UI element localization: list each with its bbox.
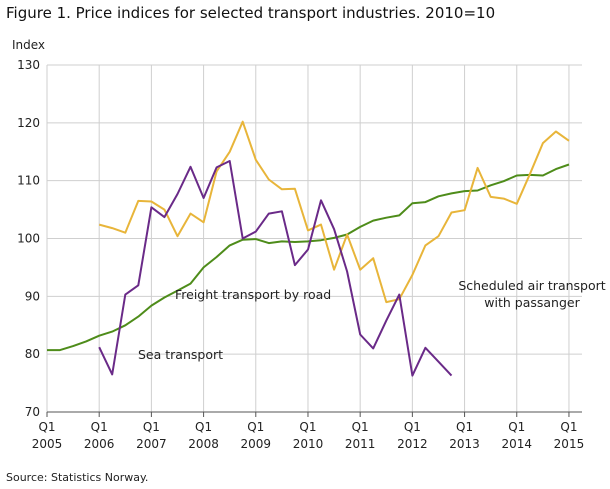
y-tick-label: 70	[25, 405, 40, 419]
x-tick-label-year: 2005	[32, 437, 63, 451]
gridlines	[46, 64, 582, 413]
x-tick-label-quarter: Q1	[143, 420, 160, 434]
x-tick-label-year: 2013	[449, 437, 480, 451]
series-annotation-label: Freight transport by road	[175, 287, 331, 302]
y-axis-ticks: 70 80 90 100 110 120 130	[17, 58, 40, 419]
series-line-2	[98, 160, 453, 377]
x-tick-label-year: 2008	[188, 437, 219, 451]
x-axis-ticks: Q1 2005 Q1 2006 Q1 2007 Q1 2008 Q1 2009 Q1 2010 Q1 20…	[32, 411, 585, 451]
y-tick-label: 120	[17, 116, 40, 130]
series-lines	[47, 120, 570, 377]
x-tick-label-quarter: Q1	[91, 420, 108, 434]
y-axis-label: Index	[12, 38, 45, 52]
x-tick-label-year: 2014	[501, 437, 532, 451]
y-tick-label: 100	[17, 232, 40, 246]
series-annotation-label: Sea transport	[138, 347, 223, 362]
x-tick-label-quarter: Q1	[352, 420, 369, 434]
x-tick-label-quarter: Q1	[247, 420, 264, 434]
x-tick-label-quarter: Q1	[560, 420, 577, 434]
y-tick-label: 90	[25, 289, 40, 303]
x-tick-label-quarter: Q1	[404, 420, 421, 434]
chart-title: Figure 1. Price indices for selected tra…	[6, 4, 496, 22]
x-tick-label-quarter: Q1	[195, 420, 212, 434]
x-tick-label-quarter: Q1	[299, 420, 316, 434]
y-tick-label: 130	[17, 58, 40, 72]
x-tick-label-year: 2009	[241, 437, 272, 451]
x-tick-label-year: 2012	[397, 437, 428, 451]
x-tick-label-quarter: Q1	[508, 420, 525, 434]
series-annotations: Freight transport by road Scheduled air t…	[138, 278, 606, 362]
x-tick-label-quarter: Q1	[38, 420, 55, 434]
source-note: Source: Statistics Norway.	[6, 471, 149, 484]
y-tick-label: 80	[25, 347, 40, 361]
x-tick-label-year: 2015	[554, 437, 585, 451]
series-line-1	[98, 120, 570, 304]
x-tick-label-year: 2010	[293, 437, 324, 451]
x-tick-label-year: 2006	[84, 437, 115, 451]
series-annotation-label: Scheduled air transport	[458, 278, 605, 293]
x-tick-label-year: 2011	[345, 437, 376, 451]
x-tick-label-quarter: Q1	[456, 420, 473, 434]
series-annotation-label: with passanger	[484, 295, 580, 310]
series-line-0	[47, 163, 570, 352]
x-tick-label-year: 2007	[136, 437, 167, 451]
y-tick-label: 110	[17, 174, 40, 188]
